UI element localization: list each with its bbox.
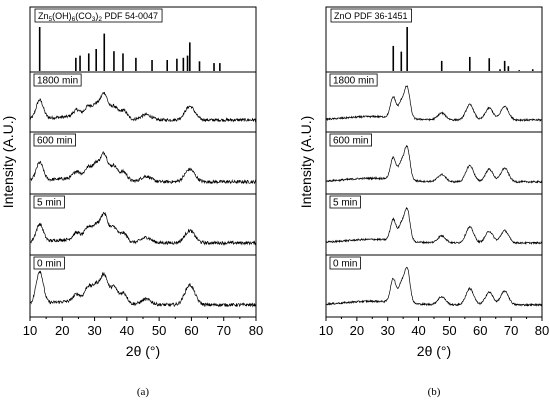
trace-label-box xyxy=(33,73,82,87)
trace-label-box xyxy=(329,133,372,147)
x-tick-label: 50 xyxy=(442,323,456,338)
reference-label: ZnO PDF 36-1451 xyxy=(334,11,408,21)
trace-label: 600 min xyxy=(37,136,73,147)
x-tick-label: 70 xyxy=(504,323,518,338)
trace-label: 0 min xyxy=(333,259,357,270)
trace-label: 1800 min xyxy=(333,76,374,87)
x-tick-label: 60 xyxy=(184,323,198,338)
xrd-trace-600-min xyxy=(29,150,257,185)
trace-label-box xyxy=(329,195,361,209)
plot-frame xyxy=(29,6,257,318)
panel-label: (b) xyxy=(428,386,441,398)
x-tick-label: 50 xyxy=(152,323,166,338)
reference-label-box xyxy=(330,8,412,23)
xrd-trace-600-min xyxy=(325,145,542,184)
x-tick-label: 60 xyxy=(473,323,487,338)
trace-label-box xyxy=(33,133,76,147)
xrd-trace-1800-min xyxy=(29,91,257,123)
x-tick-label: 10 xyxy=(23,323,37,338)
reference-label-box xyxy=(34,8,163,23)
trace-label: 1800 min xyxy=(37,76,78,87)
trace-label: 5 min xyxy=(37,198,61,209)
xrd-trace-1800-min xyxy=(325,85,543,123)
x-tick-label: 40 xyxy=(411,323,425,338)
reference-label: Zn5(OH)6(CO3)2 PDF 54-0047 xyxy=(38,11,158,23)
xrd-trace-5-min xyxy=(29,211,257,246)
y-axis-title: Intensity (A.U.) xyxy=(298,116,314,209)
xrd-trace-5-min xyxy=(325,206,542,245)
y-axis-title: Intensity (A.U.) xyxy=(0,116,16,209)
trace-label-box xyxy=(329,73,378,87)
trace-label: 600 min xyxy=(333,136,369,147)
x-tick-label: 10 xyxy=(319,323,333,338)
x-axis-title: 2θ (°) xyxy=(126,343,160,359)
x-tick-label: 70 xyxy=(216,323,230,338)
x-tick-label: 80 xyxy=(249,323,263,338)
plot-frame xyxy=(325,6,543,318)
xrd-trace-0-min xyxy=(325,266,542,307)
xrd-trace-0-min xyxy=(29,270,257,308)
trace-label-box xyxy=(329,256,361,270)
x-tick-label: 30 xyxy=(380,323,394,338)
x-tick-label: 30 xyxy=(87,323,101,338)
x-tick-label: 20 xyxy=(55,323,69,338)
trace-label: 5 min xyxy=(333,198,357,209)
x-tick-label: 80 xyxy=(535,323,549,338)
chart-panel-a: 10 20 30 40 50 60 70 80 2θ (°) Intensity (A.U.) (a… xyxy=(0,6,263,398)
x-axis-title: 2θ (°) xyxy=(417,343,451,359)
x-tick-label: 20 xyxy=(350,323,364,338)
panel-label: (a) xyxy=(137,386,150,398)
chart-panel-b: 10 20 30 40 50 60 70 80 2θ (°) Intensity (A.U.) (b… xyxy=(298,6,549,398)
trace-label-box xyxy=(33,256,65,270)
trace-label: 0 min xyxy=(37,259,61,270)
x-tick-label: 40 xyxy=(120,323,134,338)
trace-label-box xyxy=(33,195,65,209)
